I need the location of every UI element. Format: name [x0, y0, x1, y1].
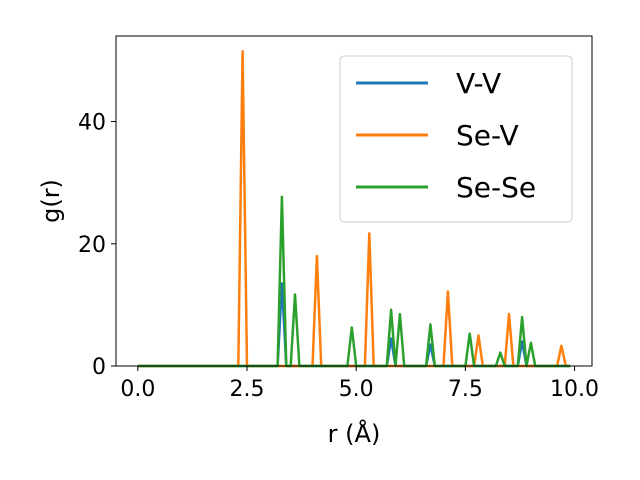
- y-tick-label: 40: [78, 111, 106, 136]
- x-tick-label: 7.5: [448, 377, 483, 402]
- y-tick-label: 0: [92, 355, 106, 380]
- legend-label-se-se: Se-Se: [456, 171, 536, 204]
- x-tick-label: 10.0: [550, 377, 599, 402]
- y-axis-title: g(r): [37, 179, 65, 223]
- legend: V-V Se-V Se-Se: [339, 55, 573, 223]
- y-axis-ticks: 0 20 40: [78, 111, 116, 380]
- legend-box: [339, 55, 573, 223]
- legend-label-v-v: V-V: [456, 67, 501, 100]
- x-tick-label: 2.5: [230, 377, 265, 402]
- x-axis-title: r (Å): [328, 419, 381, 448]
- plot-frame: [115, 35, 593, 367]
- legend-label-se-v: Se-V: [456, 119, 519, 152]
- x-tick-label: 0.0: [120, 377, 155, 402]
- y-tick-label: 20: [78, 233, 106, 258]
- x-axis-ticks: 0.0 2.5 5.0 7.5 10.0: [120, 366, 599, 402]
- x-tick-label: 5.0: [339, 377, 374, 402]
